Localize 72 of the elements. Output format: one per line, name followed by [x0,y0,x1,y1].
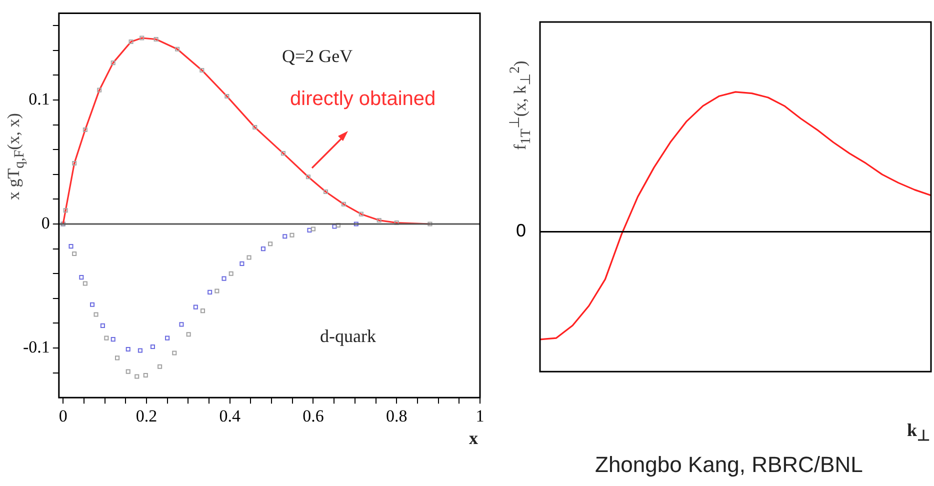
point [290,232,294,238]
point [134,374,140,379]
ref-line-label: 0 [516,220,526,241]
point [260,246,266,252]
x-tick-label: 0.2 [136,406,158,426]
point [97,88,102,92]
point [200,308,206,314]
y-tick-label: 0.1 [28,89,50,108]
x-tick-label: 1 [476,406,484,426]
point [140,36,144,40]
point [354,222,358,226]
point [115,356,120,360]
point [306,174,310,180]
point [175,46,180,52]
point [252,125,258,130]
x-tick-label: 0.8 [386,406,408,426]
x-tick-label: 0 [58,406,68,426]
point [68,244,74,249]
point [376,218,382,223]
point [100,323,105,328]
point [310,226,316,232]
point [110,60,116,66]
point [172,350,177,356]
point [158,364,162,369]
point [138,348,142,353]
y-tick-label: -0.1 [22,337,50,356]
x-tick-label: 0.4 [219,406,241,426]
point [128,39,134,44]
point [208,290,212,294]
point [228,271,234,276]
point [222,276,226,281]
point [428,222,432,226]
point [72,160,77,166]
point [268,242,273,246]
point [126,369,130,374]
text: Zhongbo Kang, RBRC/BNL [595,452,863,478]
point [82,127,88,132]
point [186,332,191,337]
point [193,304,198,310]
point [246,255,252,260]
point [110,337,116,342]
point [165,336,170,340]
point [394,220,399,226]
point [307,228,312,232]
point [280,151,286,156]
point [358,212,364,216]
point [341,202,346,206]
point [143,373,148,378]
point [179,322,184,327]
series-label: directly obtained [290,88,436,111]
point [224,94,230,99]
point [90,302,95,307]
x-axis-title: k$_{⊥}$ [906,420,930,446]
point [79,275,84,280]
point [150,344,155,350]
point [94,312,98,317]
point [240,261,244,266]
point [214,288,220,294]
x-axis-title: x [469,428,478,449]
x-tick-label: 0.6 [302,406,324,426]
point [82,281,88,286]
point [200,68,204,73]
point [282,234,288,239]
point [104,336,109,340]
point [63,208,68,213]
annotation: Q=2 GeV [282,46,353,67]
point [323,189,328,194]
point [154,36,158,42]
point [72,251,77,256]
annotation: d-quark [320,326,376,347]
point [126,346,130,352]
y-tick-label: 0 [41,213,50,232]
